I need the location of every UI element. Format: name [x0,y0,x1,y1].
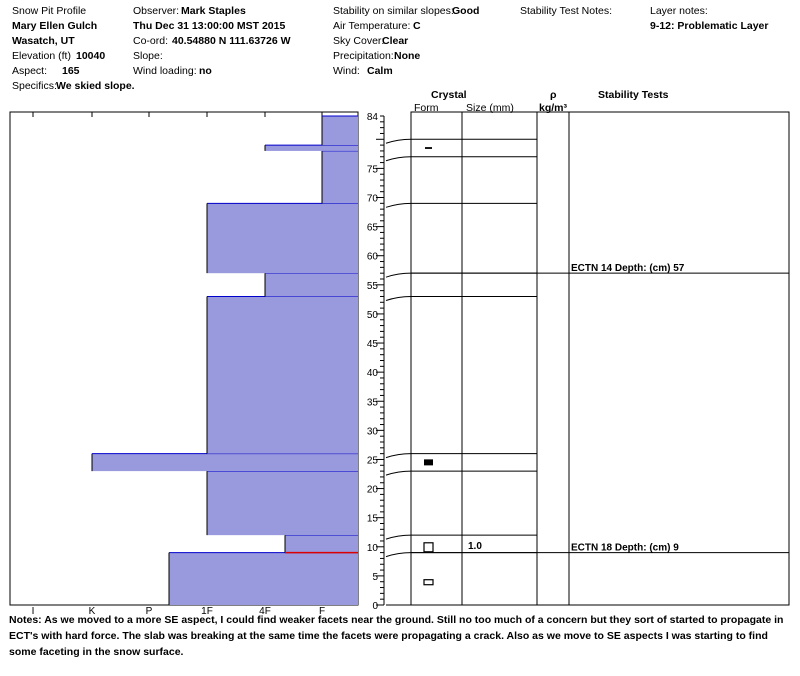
location: Mary Ellen Gulch [12,20,98,32]
layer-connector [385,138,412,144]
layer-connector [385,156,412,162]
hardness-layer-bar [265,273,358,297]
region: Wasatch, UT [12,35,75,47]
stability-test-label: ECTN 18 Depth: (cm) 9 [571,543,679,554]
aspect-label: Aspect: [12,65,48,77]
precipitation-value: None [394,50,421,62]
crystal-table-frame [410,111,790,606]
hardness-layer-bar [92,453,358,472]
wind-label: Wind: [333,65,360,77]
hardness-tick-label: K [89,606,96,617]
stability-label: Stability on similar slopes: [333,5,454,17]
depth-tick-label: 70 [367,194,379,205]
crystal-size-label: 1.0 [468,541,482,552]
depth-tick-label: 50 [367,310,379,321]
depth-tick-label: 0 [372,601,378,612]
depth-tick-label: 84 [367,112,379,123]
elevation-value: 10040 [76,50,106,62]
hardness-layer-bar [207,471,358,536]
hardness-layer-bar [207,296,358,454]
precipitation-label: Precipitation: [333,50,394,62]
specifics-label: Specifics: [12,80,57,92]
layer-notes-label: Layer notes: [650,5,708,17]
layer-connector [385,453,412,459]
mixed-forms-icon [423,579,434,586]
aspect-value: 165 [62,65,80,77]
notes-block: Notes: As we moved to a more SE aspect, … [9,612,789,660]
slope-label: Slope: [133,50,163,62]
elevation-label: Elevation (ft) [12,50,71,62]
faceted-icon [423,542,434,553]
depth-tick-label: 20 [367,485,379,496]
wind-loading-label: Wind loading: [133,65,197,77]
sky-cover-label: Sky Cover: [333,35,385,47]
hardness-tick-label: F [319,606,325,617]
hardness-layer-bar [265,145,358,151]
hardness-layer-bar [207,203,358,274]
depth-tick-label: 15 [367,514,379,525]
depth-tick-label: 45 [367,339,379,350]
wind-value: Calm [367,65,393,77]
depth-tick-label: 65 [367,223,379,234]
layer-connector [385,470,412,476]
depth-tick-label: 40 [367,368,379,379]
notes-text: As we moved to a more SE aspect, I could… [9,614,784,658]
melt-freeze-icon [424,459,433,466]
depth-tick-label: 10 [367,543,379,554]
form-header: Form [414,102,439,114]
air-temp-label: Air Temperature: [333,20,411,32]
layer-connector [385,295,412,301]
observer-label: Observer: [133,5,180,17]
layer-connector [385,552,412,558]
observer-value: Mark Staples [181,5,246,17]
notes-label: Notes: [9,614,42,626]
layer-connector [385,272,412,278]
depth-tick-label: 25 [367,455,379,466]
air-temp-value: C [413,20,421,32]
hardness-layer-bar [322,150,358,204]
stability-tests-header: Stability Tests [598,89,669,101]
stability-test-notes-label: Stability Test Notes: [520,5,613,17]
wind-loading-value: no [199,65,212,77]
density-symbol: ρ [550,89,557,101]
hardness-layer-bar [322,116,358,146]
hardness-tick-label: 4F [259,606,271,617]
specifics-value: We skied slope. [56,80,135,92]
size-header: Size (mm) [466,102,514,114]
stability-test-label: ECTN 14 Depth: (cm) 57 [571,263,685,274]
layer-notes-value: 9-12: Problematic Layer [650,20,769,32]
depth-tick-label: 60 [367,252,379,263]
profile-title: Snow Pit Profile [12,5,87,17]
depth-tick-label: 30 [367,426,379,437]
layer-connector [385,534,412,540]
depth-axis: 0 5 10 15 20 25 30 35 40 45 50 55 60 65 70 75 84 [367,112,385,612]
hardness-profile: I K P 1F 4F F [9,111,359,617]
crystal-table: ECTN 14 Depth: (cm) 57 ECTN 18 Depth: (cm… [385,111,790,606]
hardness-tick-label: 1F [201,606,213,617]
crystal-header: Crystal [431,89,467,101]
depth-tick-label: 75 [367,164,379,175]
stability-value: Good [452,5,480,17]
hardness-tick-label: I [32,606,35,617]
coord-value: 40.54880 N 111.63726 W [172,35,291,47]
depth-tick-label: 55 [367,281,379,292]
sky-cover-value: Clear [382,35,409,47]
hardness-tick-label: P [146,606,153,617]
depth-tick-label: 35 [367,397,379,408]
depth-tick-label: 5 [372,572,378,583]
observation-datetime: Thu Dec 31 13:00:00 MST 2015 [133,20,286,32]
layer-connector [385,202,412,208]
density-unit: kg/m³ [539,102,568,114]
hardness-layer-bar [285,535,358,553]
coord-label: Co-ord: [133,35,169,47]
hardness-layer-bar [169,552,358,605]
